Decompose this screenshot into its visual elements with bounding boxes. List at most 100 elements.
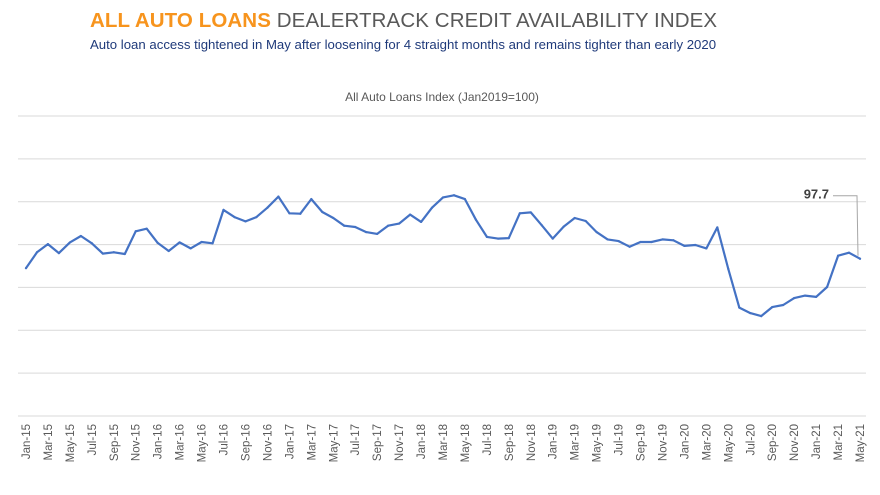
data-point (639, 240, 642, 244)
data-point (310, 198, 313, 201)
x-tick-label: Nov-20 (789, 424, 801, 461)
data-point (727, 267, 730, 271)
x-tick-label: May-17 (328, 424, 340, 462)
data-point (145, 227, 148, 230)
header: ALL AUTO LOANS DEALERTRACK CREDIT AVAILA… (90, 9, 717, 52)
data-point (332, 216, 335, 220)
x-tick-label: Jul-20 (745, 424, 757, 455)
data-point (57, 252, 61, 255)
x-tick-label: Nov-18 (526, 424, 538, 461)
x-tick-label: Mar-18 (438, 424, 450, 460)
gridlines (18, 115, 866, 417)
x-tick-label: Jan-17 (284, 424, 296, 459)
data-point (540, 224, 543, 227)
data-point (354, 225, 357, 229)
data-point (562, 225, 565, 228)
x-tick-label: Jan-21 (811, 424, 823, 459)
data-point (24, 267, 28, 270)
callout-leader-line (833, 195, 859, 256)
annotation-layer: 97.7 (804, 187, 859, 256)
x-tick-label: Nov-15 (131, 424, 143, 461)
data-point (430, 206, 434, 209)
x-tick-label: Mar-16 (175, 424, 187, 460)
x-tick-label: Mar-20 (701, 424, 713, 460)
data-point (804, 294, 807, 297)
page-title: ALL AUTO LOANS DEALERTRACK CREDIT AVAILA… (90, 9, 717, 33)
data-point (112, 251, 115, 254)
data-point (606, 238, 609, 241)
data-point (200, 240, 203, 244)
data-point (79, 234, 82, 238)
x-tick-label: May-21 (855, 424, 867, 462)
data-point (134, 230, 137, 233)
data-point (771, 306, 774, 309)
data-point (518, 212, 521, 215)
data-point (782, 303, 785, 307)
data-point (266, 206, 269, 209)
data-point (847, 251, 851, 254)
data-point (156, 241, 159, 244)
data-point (441, 196, 445, 199)
data-point (398, 222, 401, 225)
x-tick-label: Jul-18 (482, 424, 494, 455)
data-point (321, 210, 324, 214)
x-tick-label: May-16 (197, 424, 209, 462)
data-point (68, 241, 71, 244)
x-tick-label: Mar-15 (43, 424, 55, 460)
data-point (189, 247, 192, 250)
data-point (595, 231, 598, 234)
data-point (463, 198, 467, 201)
x-tick-label: May-15 (65, 424, 77, 462)
data-point (46, 243, 50, 246)
data-point (101, 252, 104, 255)
data-point (299, 212, 302, 215)
data-point (90, 242, 93, 245)
x-tick-label: Nov-19 (657, 424, 669, 461)
x-tick-label: Mar-17 (306, 424, 318, 460)
x-tick-label: Jul-17 (350, 424, 362, 455)
x-tick-label: Jan-20 (679, 424, 691, 459)
x-tick-label: Jan-19 (548, 424, 560, 459)
x-tick-label: Nov-16 (262, 424, 274, 461)
data-point (288, 212, 291, 215)
data-point (749, 312, 752, 315)
data-point (584, 219, 587, 223)
data-point (387, 224, 390, 227)
title-accent: ALL AUTO LOANS (90, 9, 271, 32)
data-point (672, 239, 675, 242)
data-point (255, 216, 258, 219)
data-point (825, 285, 829, 289)
data-point (123, 252, 126, 256)
data-point (617, 240, 620, 243)
data-point (683, 244, 686, 247)
data-point (716, 226, 719, 229)
page-subtitle: Auto loan access tightened in May after … (90, 37, 717, 52)
data-point (233, 216, 236, 219)
x-tick-label: Mar-19 (570, 424, 582, 460)
data-point (507, 237, 510, 240)
data-point (858, 257, 862, 260)
data-point (419, 220, 423, 223)
x-tick-label: Sep-19 (636, 424, 648, 461)
data-point (222, 208, 225, 211)
data-point (167, 249, 170, 253)
x-tick-label: Sep-16 (240, 424, 252, 461)
x-tick-label: Jul-15 (87, 424, 99, 455)
data-point (35, 251, 39, 254)
x-tick-label: Sep-17 (372, 424, 384, 461)
data-point (376, 232, 379, 235)
x-tick-label: Jul-19 (614, 424, 626, 455)
data-point (277, 195, 280, 198)
x-tick-label: Jan-15 (21, 424, 33, 459)
x-tick-label: May-18 (460, 424, 472, 462)
series-line (24, 194, 862, 318)
x-tick-label: Sep-15 (109, 424, 121, 461)
x-tick-label: Mar-21 (833, 424, 845, 460)
data-point (760, 315, 763, 318)
data-point (705, 247, 708, 250)
x-tick-label: Jul-16 (219, 424, 231, 455)
series-layer (24, 194, 862, 318)
x-axis-tick-labels: Jan-15 Mar-15 May-15 Jul-15 Sep-15 Nov-15 Jan-… (21, 424, 867, 462)
data-point (408, 213, 412, 216)
